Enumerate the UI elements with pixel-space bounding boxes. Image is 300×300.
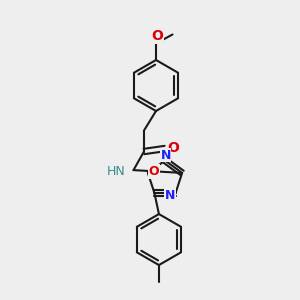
Text: O: O [148, 165, 159, 178]
Text: O: O [167, 141, 179, 155]
Text: N: N [165, 189, 175, 202]
Text: N: N [160, 148, 171, 162]
Text: HN: HN [106, 165, 125, 178]
Text: O: O [152, 29, 164, 43]
